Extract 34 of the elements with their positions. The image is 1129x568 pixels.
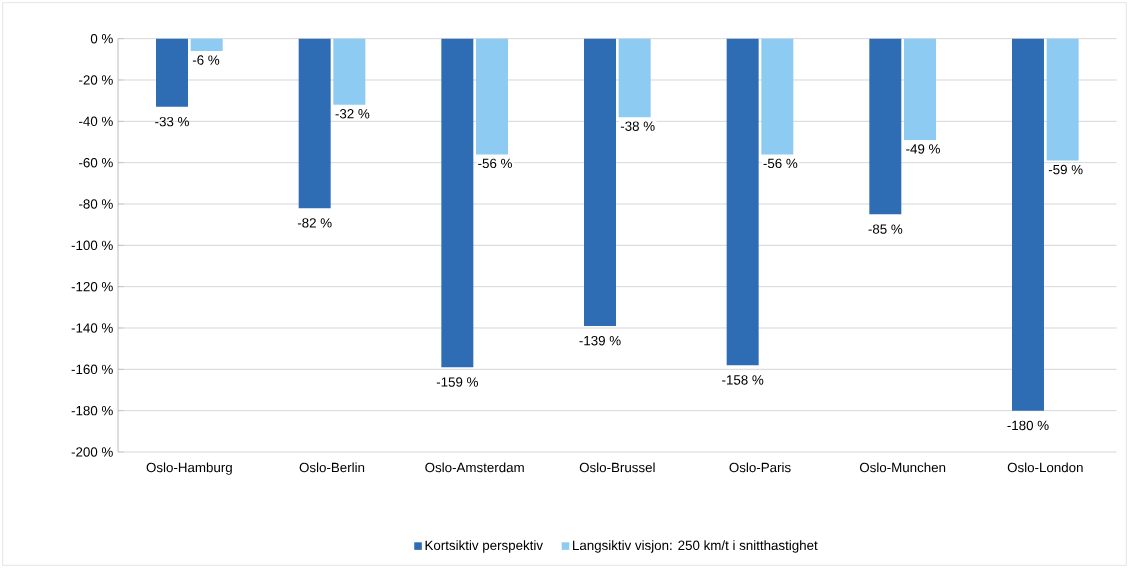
data-label: -32 %	[335, 109, 370, 119]
data-label: -38 %	[620, 121, 655, 131]
y-tick-label: -140 %	[71, 323, 113, 333]
y-tick-label: -200 %	[71, 447, 113, 457]
x-tick-label: Oslo-Berlin	[299, 462, 365, 473]
data-label: -82 %	[297, 218, 332, 228]
legend-label: Kortsiktiv perspektiv	[425, 540, 543, 553]
y-tick-label: -80 %	[79, 199, 113, 209]
data-label: -56 %	[478, 158, 512, 169]
data-label: -33 %	[155, 116, 189, 127]
x-tick-label: Oslo-London	[1007, 462, 1083, 473]
y-tick-label: -20 %	[79, 75, 113, 85]
y-tick-label: -60 %	[79, 157, 113, 168]
data-label: -180 %	[1007, 420, 1049, 431]
x-tick-label: Oslo-Amsterdam	[425, 462, 524, 473]
data-label: -158 %	[722, 375, 764, 385]
x-tick-label: Oslo-Hamburg	[146, 462, 232, 475]
y-tick-label: -40 %	[79, 116, 113, 127]
legend-label: Langsiktiv visjon: 250 km/t i snitthastighet	[573, 540, 818, 553]
data-label: -49 %	[906, 144, 940, 154]
x-tick-label: Oslo-Brussel	[579, 462, 655, 473]
data-label: -56 %	[763, 158, 798, 169]
x-tick-label: Oslo-Munchen	[859, 462, 946, 473]
y-tick-label: -100 %	[71, 240, 113, 251]
y-tick-label: -120 %	[71, 281, 113, 292]
data-label: -159 %	[436, 377, 478, 387]
data-label: -59 %	[1048, 164, 1083, 175]
y-tick-label: -180 %	[71, 405, 113, 416]
y-tick-label: -160 %	[71, 364, 113, 375]
y-tick-label: 0 %	[90, 33, 113, 44]
x-tick-label: Oslo-Paris	[729, 462, 791, 473]
data-label: -6 %	[192, 55, 220, 65]
data-label: -139 %	[579, 335, 621, 346]
data-label: -85 %	[868, 224, 903, 234]
